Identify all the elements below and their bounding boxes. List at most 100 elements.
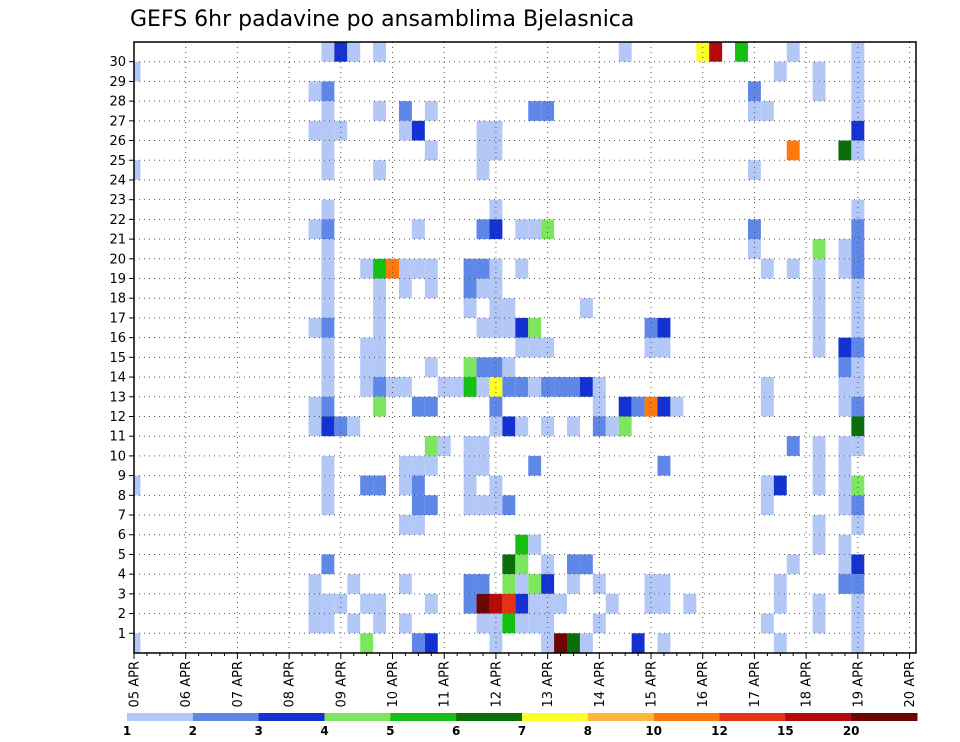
heatmap-cell [321, 475, 335, 496]
heatmap-cell [450, 377, 464, 397]
colorbar-label: 12 [711, 724, 728, 738]
heatmap-cell [411, 515, 425, 535]
heatmap-cell [618, 42, 632, 62]
heatmap-cell [437, 436, 451, 456]
heatmap-cell [605, 416, 619, 437]
y-tick-label: 19 [109, 272, 126, 287]
heatmap-cell [321, 298, 335, 318]
heatmap-cell [592, 396, 606, 417]
heatmap-cell [398, 475, 412, 496]
heatmap-cell [838, 258, 852, 279]
heatmap-cell [321, 81, 335, 102]
heatmap-cell [851, 140, 865, 161]
heatmap-cell [838, 455, 852, 476]
heatmap-cell [592, 574, 606, 594]
heatmap-cell [838, 140, 852, 161]
heatmap-cell [489, 593, 503, 614]
heatmap-cell [709, 42, 723, 62]
heatmap-cell [851, 377, 865, 397]
heatmap-cell [851, 495, 865, 516]
colorbar-swatch [127, 713, 194, 721]
colorbar-swatch [851, 713, 918, 721]
heatmap-cell [347, 42, 361, 62]
x-tick-label: 05 APR [128, 661, 143, 707]
heatmap-cell [308, 317, 322, 338]
heatmap-cell [515, 554, 529, 575]
heatmap-cell [528, 317, 542, 338]
heatmap-cell [631, 633, 645, 653]
heatmap-cell [567, 574, 580, 594]
heatmap-cell [489, 120, 503, 141]
heatmap-cell [437, 377, 451, 397]
heatmap-cell [631, 396, 645, 417]
heatmap-cell [321, 396, 335, 417]
heatmap-cell [851, 42, 865, 62]
x-axis: 05 APR 06 APR 07 APR 08 APR 09 APR 10 APR 11 A… [128, 653, 918, 707]
heatmap-cell [476, 219, 490, 240]
heatmap-cell [424, 633, 438, 653]
heatmap-cell [321, 337, 335, 358]
heatmap-cell [321, 258, 335, 279]
heatmap-cell [373, 613, 387, 634]
heatmap-cell [489, 475, 503, 496]
heatmap-cell [838, 377, 852, 397]
heatmap-cell [347, 416, 361, 437]
heatmap-cell [838, 396, 852, 417]
heatmap-cell [760, 377, 774, 397]
heatmap-cell [308, 574, 322, 594]
x-tick-label: 06 APR [179, 661, 194, 707]
colorbar-label: 5 [386, 724, 394, 738]
heatmap-cell [657, 455, 671, 476]
heatmap-cell [851, 81, 865, 102]
heatmap-cell [463, 495, 477, 516]
heatmap-cell [657, 337, 671, 358]
heatmap-cell [812, 81, 826, 102]
colorbar-swatch [192, 713, 260, 721]
heatmap-cell [411, 475, 425, 496]
heatmap-cell [812, 298, 826, 318]
y-tick-label: 8 [118, 489, 126, 504]
heatmap-cell [812, 593, 826, 614]
heatmap-cell [334, 120, 348, 141]
y-tick-label: 28 [109, 95, 126, 110]
heatmap-cell [567, 554, 580, 575]
heatmap-cell [476, 357, 490, 378]
heatmap-cell [398, 613, 412, 634]
colorbar-label: 10 [645, 724, 662, 738]
heatmap-cell [321, 455, 335, 476]
heatmap-cell [502, 416, 516, 437]
heatmap-cell [696, 42, 710, 62]
heatmap-cell [489, 613, 503, 634]
heatmap-cell [321, 554, 335, 575]
y-tick-label: 18 [109, 292, 126, 307]
y-tick-label: 30 [109, 55, 126, 70]
colorbar-label: 7 [518, 724, 526, 738]
heatmap-cell [657, 396, 671, 417]
heatmap-cell [838, 436, 852, 456]
heatmap-cell [851, 298, 865, 318]
y-tick-label: 10 [109, 449, 126, 464]
heatmap-cell [373, 258, 387, 279]
heatmap-cell [476, 140, 490, 161]
heatmap-cell [411, 258, 425, 279]
y-tick-label: 23 [109, 193, 126, 208]
heatmap-cell [760, 258, 774, 279]
heatmap-cell [424, 495, 438, 516]
heatmap-cell [502, 377, 516, 397]
heatmap-cell [321, 140, 335, 161]
heatmap-cell [334, 42, 348, 62]
y-tick-label: 22 [109, 213, 126, 228]
heatmap-cell [321, 593, 335, 614]
colorbar-label: 15 [777, 724, 794, 738]
heatmap-cell [502, 298, 516, 318]
x-tick-label: 15 APR [645, 661, 660, 707]
y-tick-label: 5 [118, 548, 126, 563]
heatmap-cell [760, 101, 774, 121]
heatmap-cell [321, 377, 335, 397]
heatmap-cell [683, 593, 697, 614]
heatmap-cell [373, 278, 387, 299]
heatmap-cell [134, 475, 141, 496]
heatmap-cell [567, 416, 580, 437]
heatmap-cell [321, 239, 335, 259]
